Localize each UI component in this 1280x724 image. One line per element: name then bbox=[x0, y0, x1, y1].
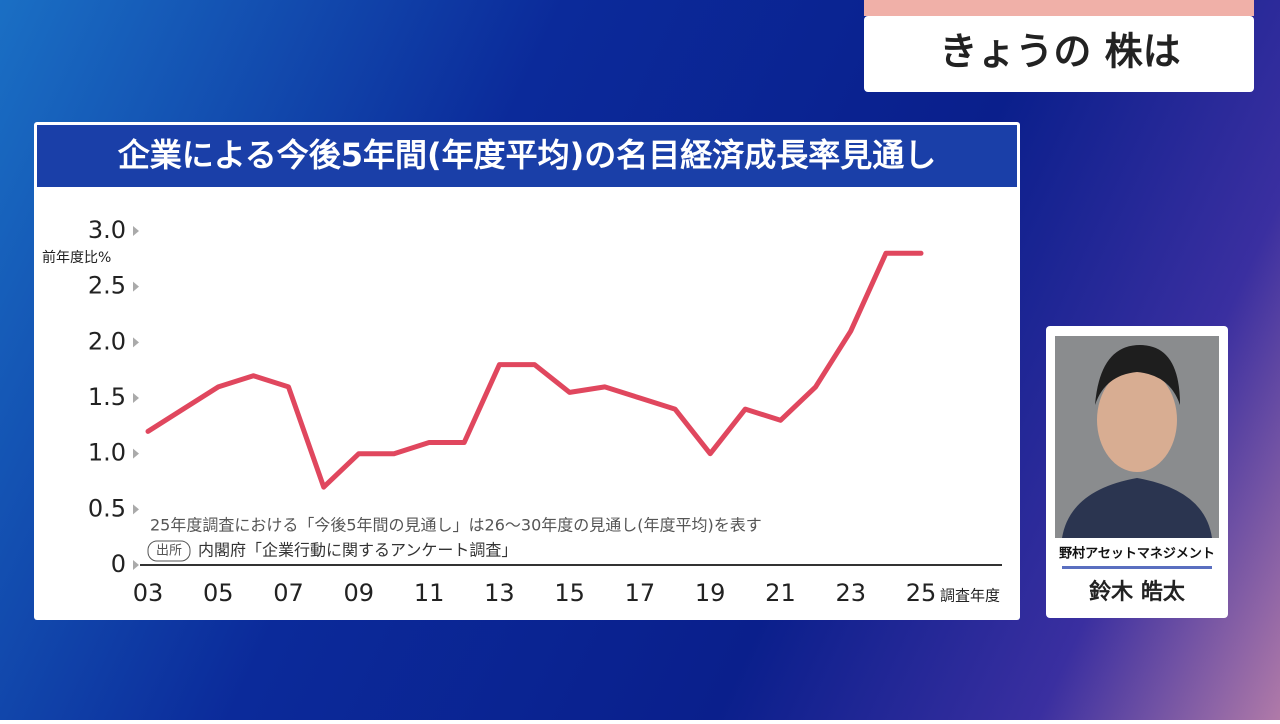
x-tick-label: 17 bbox=[625, 579, 656, 607]
x-tick-label: 25 bbox=[906, 579, 937, 607]
guest-name: 鈴木 皓太 bbox=[1089, 579, 1186, 605]
y-tick-label: 1.5 bbox=[88, 383, 126, 411]
header-accent bbox=[864, 0, 1254, 16]
chart-panel bbox=[34, 122, 1020, 620]
y-axis-label: 前年度比% bbox=[42, 249, 111, 266]
data-line bbox=[145, 250, 924, 490]
chart-title-bar bbox=[37, 125, 1017, 187]
y-tick-mark bbox=[133, 281, 139, 292]
x-tick-label: 15 bbox=[554, 579, 585, 607]
y-tick-mark bbox=[133, 226, 139, 236]
x-tick-label: 07 bbox=[273, 579, 304, 607]
y-tick-mark bbox=[133, 337, 139, 348]
guest-company: 野村アセットマネジメント bbox=[1059, 546, 1215, 562]
y-tick-mark bbox=[133, 504, 139, 515]
y-tick-label: 0 bbox=[111, 550, 126, 578]
y-tick-mark bbox=[133, 393, 139, 403]
y-tick-label: 2.0 bbox=[88, 327, 126, 355]
guest-photo-hair bbox=[1095, 345, 1180, 405]
guest-photo-face bbox=[1097, 368, 1177, 472]
y-tick-mark bbox=[133, 560, 139, 570]
x-tick-label: 23 bbox=[835, 579, 866, 607]
header-box bbox=[864, 16, 1254, 92]
y-tick-label: 2.5 bbox=[88, 272, 126, 300]
y-tick-label: 3.0 bbox=[88, 216, 126, 244]
guest-photo-suit bbox=[1062, 478, 1212, 538]
x-tick-label: 03 bbox=[133, 579, 164, 607]
y-tick-label: 1.0 bbox=[88, 439, 126, 467]
chart-note: 25年度調査における「今後5年間の見通し」は26～30年度の見通し(年度平均)を… bbox=[150, 516, 762, 535]
source-badge-frame bbox=[147, 540, 191, 562]
guest-divider bbox=[1062, 566, 1212, 569]
x-tick-label: 21 bbox=[765, 579, 796, 607]
y-tick-label: 0.5 bbox=[88, 494, 126, 522]
y-tick-mark bbox=[133, 448, 139, 459]
header-title: きょうの 株は bbox=[939, 30, 1180, 74]
source-badge: 出所 bbox=[156, 544, 182, 559]
chart-title: 企業による今後5年間(年度平均)の名目経済成長率見通し bbox=[118, 136, 937, 174]
x-tick-label: 19 bbox=[695, 579, 726, 607]
x-tick-label: 05 bbox=[203, 579, 234, 607]
x-tick-label: 13 bbox=[484, 579, 515, 607]
x-tick-label: 09 bbox=[344, 579, 375, 607]
chart-source: 内閣府「企業行動に関するアンケート調査」 bbox=[198, 541, 517, 560]
x-tick-label: 11 bbox=[414, 579, 445, 607]
x-axis-label: 調査年度 bbox=[940, 587, 1000, 605]
